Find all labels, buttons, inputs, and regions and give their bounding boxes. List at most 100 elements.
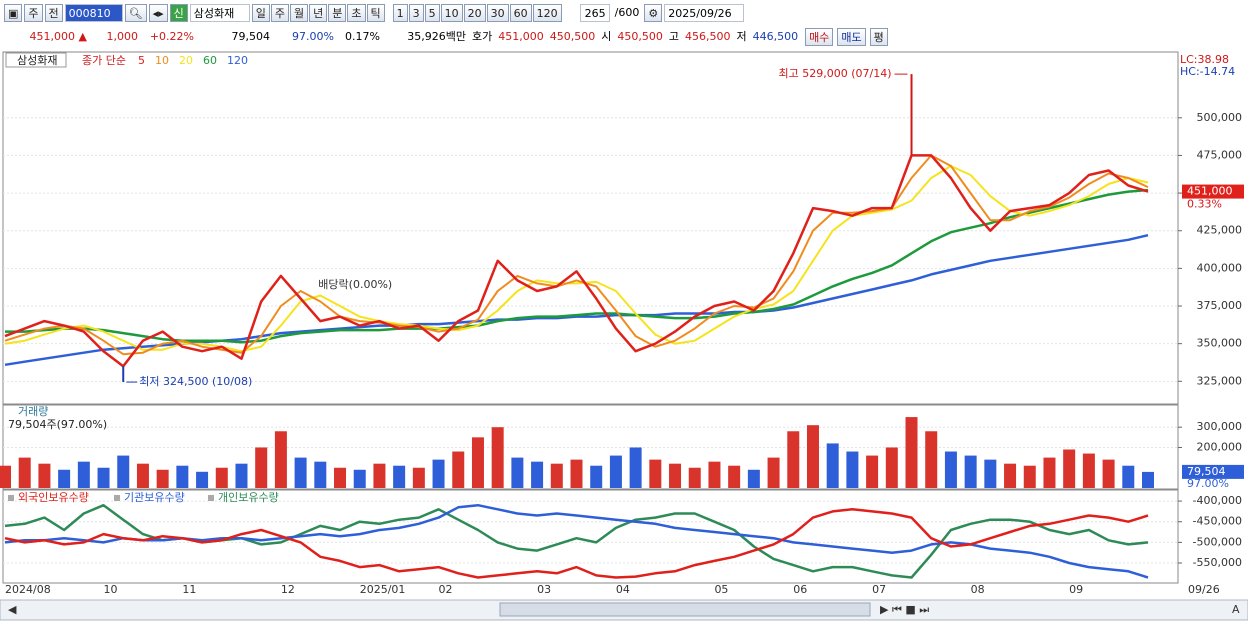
corner-label: LC:38.98 (1180, 53, 1229, 66)
current-pct: 0.33% (1187, 198, 1222, 211)
x-tick-label: 07 (872, 583, 886, 596)
volume-bar (491, 427, 504, 488)
badge: 신 (169, 4, 188, 22)
x-tick-label: 03 (537, 583, 551, 596)
x-tick-label: 05 (714, 583, 728, 596)
volume-bar (688, 467, 701, 488)
y-tick-label: 475,000 (1197, 148, 1243, 161)
volume-bar (393, 465, 406, 488)
volume-title: 거래량 (18, 405, 48, 418)
scroll-controls[interactable]: ▶ ⏮ ■ ⏭ (880, 603, 929, 616)
eval-button[interactable]: 평 (869, 28, 888, 46)
volume-bar (452, 451, 465, 488)
turnover: 0.17% (345, 30, 380, 43)
legend-marker (208, 495, 214, 501)
y-tick-label: 500,000 (1197, 111, 1243, 124)
search-button[interactable]: 🔍︎ (124, 4, 147, 22)
volume-bar (806, 425, 819, 488)
current-price-box (1182, 184, 1244, 199)
current-volume-pct: 97.00% (1187, 477, 1229, 490)
current-volume-box (1182, 464, 1244, 479)
count-input[interactable]: 265 (579, 4, 610, 22)
code-input[interactable]: 000810 (64, 4, 123, 22)
scroll-left[interactable]: ◀ (8, 603, 17, 616)
volume-bar (215, 467, 228, 488)
volume-bar (471, 437, 484, 488)
buy-button[interactable]: 매수 (805, 28, 834, 46)
interval-button[interactable]: 20 (463, 4, 486, 22)
legend-entry: 외국인보유수량 (18, 491, 89, 504)
volume-bar (235, 463, 248, 488)
legend-prefix: 종가 단순 (82, 54, 126, 67)
volume-bar (550, 463, 563, 488)
legend-box (5, 52, 67, 68)
layout-button[interactable]: ▣ (4, 4, 23, 22)
volume-bar (117, 455, 130, 488)
x-tick-label: 02 (439, 583, 453, 596)
volume-bar (0, 465, 11, 488)
quote-bar: 451,000 ▲ 1,000 +0.22% 79,504 97.00% 0.1… (4, 28, 1248, 46)
mode-button[interactable]: 전 (44, 4, 63, 22)
volume-bar (787, 431, 800, 488)
volume-bar (294, 457, 307, 488)
volume-bar (97, 467, 110, 488)
period-button[interactable]: 틱 (366, 4, 385, 22)
interval-button[interactable]: 30 (486, 4, 509, 22)
period-button[interactable]: 일 (251, 4, 270, 22)
volume-bar (964, 455, 977, 488)
interval-button[interactable]: 3 (408, 4, 424, 22)
bid: 450,500 (549, 30, 596, 43)
holdings-panel (2, 489, 1179, 584)
interval-group: 1 3 5 10 20 30 60 120 (392, 4, 562, 22)
volume-bar (826, 443, 839, 488)
x-tick-label: 09 (1069, 583, 1083, 596)
high: 456,500 (685, 30, 731, 43)
volume-bar (1023, 465, 1036, 488)
corner-label: HC:-14.74 (1180, 65, 1235, 78)
change: 1,000 (106, 30, 139, 43)
period-button[interactable]: 분 (328, 4, 347, 22)
series-line (5, 188, 1149, 344)
volume-bar (905, 417, 918, 488)
interval-button[interactable]: 10 (440, 4, 463, 22)
volume-bar (708, 461, 721, 488)
volume-bar (767, 457, 780, 488)
ask: 451,000 (498, 30, 544, 43)
scroll-thumb[interactable] (499, 602, 871, 617)
interval-button[interactable]: 1 (392, 4, 408, 22)
interval-button[interactable]: 5 (424, 4, 440, 22)
volume-bar (511, 457, 524, 488)
volume-bar (136, 463, 149, 488)
low: 446,500 (752, 30, 799, 43)
sound-button[interactable]: ◂▸ (148, 4, 168, 22)
interval-button[interactable]: 120 (532, 4, 562, 22)
legend-marker (8, 495, 14, 501)
volume-bar (77, 461, 90, 488)
high-annotation: 최고 529,000 (07/14) (779, 67, 892, 80)
y-tick-label: -450,000 (1193, 515, 1242, 528)
period-button[interactable]: 월 (290, 4, 309, 22)
current-volume: 79,504 (1187, 465, 1226, 478)
volume-subtitle: 79,504주(97.00%) (8, 418, 107, 431)
volume-bar (728, 465, 741, 488)
legend-entry: 120 (227, 54, 248, 67)
tool-button[interactable]: ⚙ (644, 4, 663, 22)
volume-bar (866, 455, 879, 488)
mode-button[interactable]: 주 (24, 4, 43, 22)
last-date-label: 09/26 (1188, 583, 1220, 596)
period-button[interactable]: 주 (270, 4, 290, 22)
volume-bar (1082, 453, 1095, 488)
stock-name: 삼성화재 (189, 4, 250, 22)
zoom-controls[interactable]: A (1232, 603, 1240, 616)
y-tick-label: 325,000 (1197, 374, 1243, 387)
period-button[interactable]: 초 (347, 4, 366, 22)
volume-bar (1063, 449, 1076, 488)
sell-button[interactable]: 매도 (837, 28, 866, 46)
series-line (4, 154, 1149, 368)
period-button[interactable]: 년 (309, 4, 328, 22)
date-input[interactable]: 2025/09/26 (664, 4, 745, 22)
interval-button[interactable]: 60 (509, 4, 532, 22)
